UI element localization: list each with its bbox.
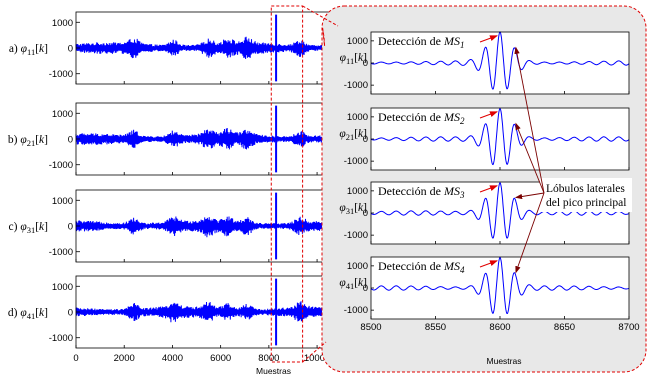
detection-arrow <box>479 111 498 119</box>
y-tick-label: -1000 <box>344 305 368 316</box>
lobes-note-line1: Lóbulos laterales <box>546 183 625 195</box>
y-tick-label: 0 <box>68 44 73 55</box>
lobes-arrow <box>515 122 545 194</box>
zoom-panel: 1000 0 -1000 φ11[k] Detección de MS1 <box>340 31 630 95</box>
x-tick-label: 8600 <box>489 322 510 333</box>
zoom-region-box <box>270 5 304 363</box>
panel-label: φ31[k] <box>339 202 367 216</box>
y-tick-label: 1000 <box>347 261 368 272</box>
detection-label: Detección de MS2 <box>378 110 465 126</box>
annotations: Lóbulos laterales del pico principal <box>514 46 632 274</box>
lobes-arrow <box>514 46 545 194</box>
y-tick-label: 1000 <box>52 109 73 120</box>
y-tick-label: 0 <box>363 208 368 219</box>
x-tick-label: 10000 <box>304 353 330 364</box>
panel-label: a) φ11[k] <box>9 43 48 57</box>
x-tick-label: 2000 <box>114 353 135 364</box>
y-tick-label: -1000 <box>49 160 73 171</box>
panel-label: b) φ21[k] <box>8 134 48 148</box>
panel-label: d) φ41[k] <box>8 307 48 321</box>
detection-label: Detección de MS1 <box>378 34 464 50</box>
detection-label: Detección de MS3 <box>378 184 465 200</box>
x-tick-label: 8500 <box>360 322 381 333</box>
y-tick-label: 1000 <box>52 196 73 207</box>
x-tick-label: 4000 <box>162 353 183 364</box>
x-tick-label: 6000 <box>210 353 231 364</box>
lobes-note-bg <box>540 178 632 212</box>
detection-arrow <box>479 185 498 193</box>
lobes-arrow <box>515 192 545 274</box>
y-tick-label: 0 <box>363 134 368 145</box>
lobes-note-line2: del pico principal <box>546 197 626 209</box>
y-tick-label: -1000 <box>49 247 73 258</box>
panel-label: c) φ31[k] <box>9 221 48 235</box>
zoom-signal-line <box>370 182 630 239</box>
x-tick-label: 8550 <box>425 322 446 333</box>
panel-label: φ21[k] <box>339 128 367 142</box>
x-tick-label: 8650 <box>554 322 575 333</box>
zoom-signal-line <box>370 256 630 314</box>
y-tick-label: 1000 <box>52 18 73 29</box>
y-tick-label: 1000 <box>347 36 368 47</box>
callout-line-top <box>302 5 339 27</box>
zoom-x-axis-label: Muestras <box>487 356 522 366</box>
y-tick-label: 1000 <box>347 186 368 197</box>
y-tick-label: 1000 <box>347 112 368 123</box>
detection-label: Detección de MS4 <box>378 259 465 275</box>
x-tick-label: 8700 <box>618 322 639 333</box>
zoom-panel: 1000 0 -1000 φ21[k] Detección de MS2 <box>339 107 630 171</box>
y-tick-label: -1000 <box>49 333 73 344</box>
y-tick-label: -1000 <box>344 156 368 167</box>
detection-arrow <box>479 35 498 43</box>
y-tick-label: 1000 <box>52 282 73 293</box>
zoom-signal-line <box>370 107 630 166</box>
y-tick-label: 0 <box>68 222 73 233</box>
panel-label: φ11[k] <box>340 52 367 66</box>
main-panel: 1000 0 -1000 b) φ21[k] <box>8 102 482 176</box>
y-tick-label: -1000 <box>344 80 368 91</box>
x-tick-label: 0 <box>73 353 78 364</box>
y-tick-label: 0 <box>363 283 368 294</box>
callout-arrow <box>322 27 326 47</box>
y-tick-label: 0 <box>68 135 73 146</box>
panel-label: φ41[k] <box>339 277 367 291</box>
lobes-arrow <box>514 192 545 200</box>
y-tick-label: 0 <box>363 58 368 69</box>
detection-arrow <box>479 260 498 268</box>
callout-line-bottom <box>302 341 327 363</box>
y-tick-label: -1000 <box>344 230 368 241</box>
zoom-panel: 1000 0 -1000 8500 8550 8600 8650 8700 φ41[k] Dete… <box>339 256 640 333</box>
y-tick-label: -1000 <box>49 69 73 80</box>
x-tick-label: 8000 <box>258 353 279 364</box>
y-tick-label: 0 <box>68 308 73 319</box>
x-axis-label: Muestras <box>256 366 291 376</box>
